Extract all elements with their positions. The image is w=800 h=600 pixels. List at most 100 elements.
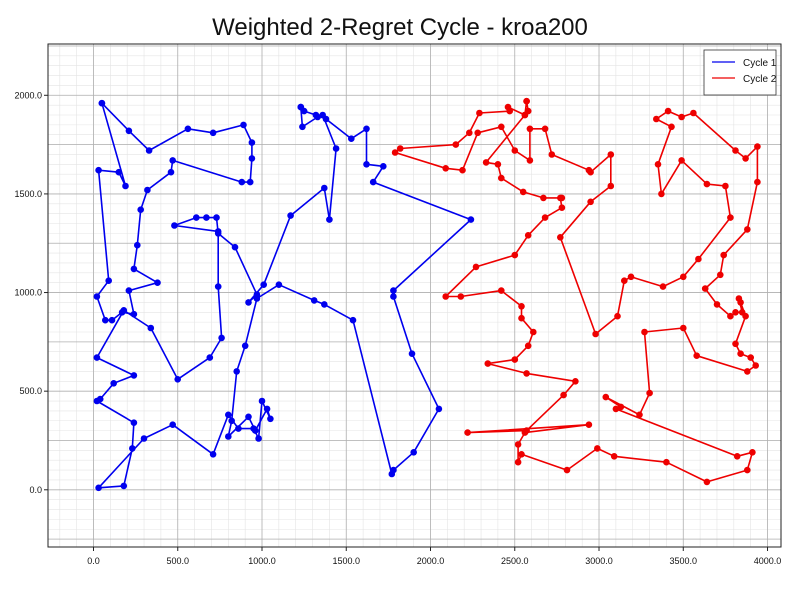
cycle-node-point: [693, 352, 700, 360]
cycle-node-point: [459, 166, 466, 174]
cycle-node-point: [474, 129, 482, 137]
cycle-node-point: [498, 287, 505, 294]
cycle-node-point: [246, 178, 254, 186]
cycle-node-point: [312, 111, 320, 119]
cycle-node-point: [322, 115, 330, 123]
cycle-node-point: [558, 204, 566, 211]
cycle-node-point: [742, 312, 749, 320]
x-tick-label: 4000.0: [754, 556, 782, 566]
cycle-node-point: [120, 482, 128, 490]
cycle-node-point: [678, 157, 685, 164]
cycle-node-point: [248, 155, 256, 162]
cycle-node-point: [511, 251, 519, 259]
legend: Cycle 1 Cycle 2: [703, 49, 777, 96]
cycle-node-point: [720, 251, 727, 259]
x-tick-label: 0.0: [87, 556, 100, 566]
cycle-node-point: [390, 287, 397, 294]
cycle-node-point: [321, 301, 328, 308]
cycle-node-point: [614, 312, 621, 320]
x-axis: 0.0 500.0 1000.0 1500.0 2000.0 2500.0 3000.0 35…: [87, 547, 781, 566]
cycle-node-point: [209, 451, 217, 458]
cycle-node-point: [457, 293, 465, 300]
x-tick-label: 1500.0: [332, 556, 360, 566]
cycle-node-point: [466, 129, 473, 137]
cycle-path: [96, 102, 253, 322]
cycle-node-point: [184, 125, 192, 133]
chart-title: Weighted 2-Regret Cycle - kroa200: [212, 14, 588, 41]
cycle-node-point: [391, 149, 399, 156]
cycle-node-point: [530, 328, 537, 336]
cycle-node-point: [747, 354, 754, 361]
cycle-node-point: [557, 234, 564, 241]
cycle-node-point: [452, 141, 460, 148]
cycle-node-point: [263, 405, 271, 413]
cycle-node-point: [498, 174, 505, 182]
cycle-node-point: [147, 324, 155, 332]
x-tick-label: 500.0: [166, 556, 189, 566]
cycle-node-point: [514, 458, 522, 466]
cycle-node-point: [587, 168, 594, 176]
cycle-node-point: [125, 287, 133, 294]
x-tick-label: 3500.0: [670, 556, 698, 566]
cycle-node-point: [737, 350, 744, 358]
cycle-node-point: [727, 214, 734, 221]
cycle-node-point: [526, 125, 534, 133]
cycle-node-point: [140, 435, 148, 442]
cycle-node-point: [713, 301, 721, 308]
cycle-node-point: [754, 143, 761, 150]
cycle-node-point: [523, 370, 530, 377]
cycle-node-point: [607, 151, 615, 158]
cycle-node-point: [108, 316, 116, 324]
cycle-node-point: [134, 241, 141, 249]
cycle-node-point: [524, 232, 532, 239]
cycle-node-point: [144, 186, 151, 194]
y-tick-label: 1500.0: [14, 189, 42, 199]
cycle-node-point: [369, 178, 377, 186]
cycle-node-point: [680, 324, 687, 332]
cycle-node-point: [654, 161, 662, 168]
cycle-node-point: [541, 214, 549, 221]
cycle-node-point: [612, 405, 620, 413]
cycle-node-point: [110, 380, 117, 387]
cycle-node-point: [125, 127, 133, 135]
cycle-node-point: [129, 445, 136, 452]
cycle-node-point: [701, 285, 709, 292]
cycle-node-point: [727, 312, 734, 320]
cycle-node-point: [732, 340, 739, 348]
cycle-node-point: [506, 107, 513, 115]
cycle-node-point: [93, 397, 101, 405]
cycle-node-point: [749, 449, 756, 456]
cycle-node-point: [130, 265, 138, 273]
cycle-node-point: [258, 397, 266, 405]
series-cycle-1: [93, 99, 256, 324]
cycle-node-point: [472, 263, 480, 271]
cycle-node-point: [233, 368, 240, 375]
y-tick-label: 1000.0: [14, 288, 42, 298]
cycle-node-point: [206, 354, 214, 361]
cycle-node-point: [214, 283, 222, 290]
cycle-node-point: [476, 109, 483, 117]
cycle-node-point: [105, 277, 112, 285]
cycle-node-point: [193, 214, 200, 221]
cycle-node-point: [732, 147, 739, 154]
cycle-node-point: [390, 293, 397, 300]
x-tick-label: 1000.0: [248, 556, 276, 566]
cycle-node-point: [602, 393, 610, 401]
cycle-node-point: [98, 99, 106, 107]
cycle-node-point: [203, 214, 210, 221]
cycle-node-point: [102, 316, 109, 324]
cycle-node-point: [380, 163, 387, 170]
cycle-node-point: [641, 328, 648, 336]
cycle-node-point: [321, 184, 328, 192]
cycle-node-point: [115, 168, 123, 176]
cycle-node-point: [521, 111, 529, 119]
cycle-node-point: [169, 157, 176, 164]
cycle-node-point: [218, 334, 225, 342]
cycle-node-point: [310, 297, 318, 304]
y-tick-label: 0.0: [29, 485, 42, 495]
cycle-node-point: [167, 168, 175, 176]
cycle-node-point: [464, 429, 471, 436]
series-cycle-3: [391, 97, 761, 486]
cycle-node-point: [390, 466, 397, 474]
